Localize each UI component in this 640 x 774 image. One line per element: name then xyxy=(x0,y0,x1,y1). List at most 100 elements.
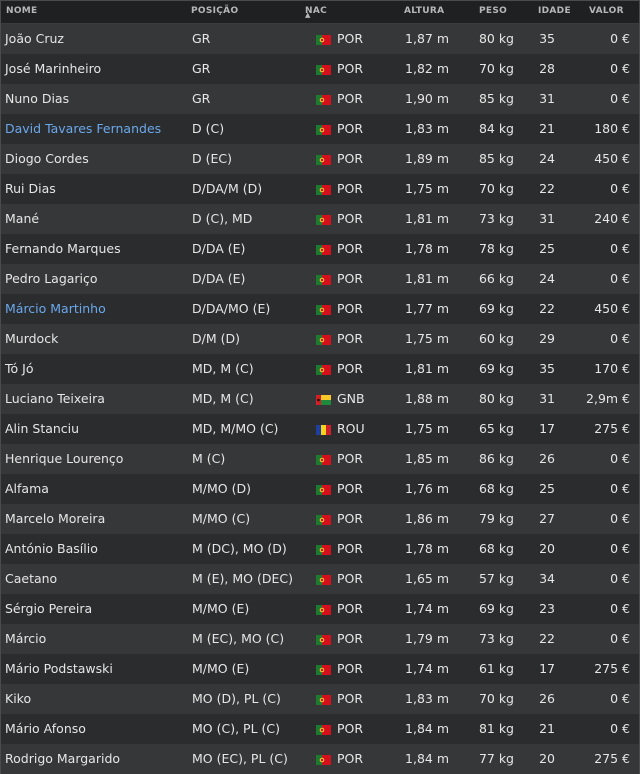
player-value: 0 € xyxy=(610,481,630,496)
table-row[interactable]: José Marinheiro GR POR 1,82 m 70 kg 28 0 € xyxy=(1,54,639,84)
player-nationality[interactable]: GNB xyxy=(337,391,365,406)
column-header-nationality[interactable]: ▲ NAC xyxy=(305,6,327,19)
portugal-flag-icon xyxy=(316,275,331,285)
player-nationality[interactable]: POR xyxy=(337,241,364,256)
player-name[interactable]: Sérgio Pereira xyxy=(5,601,93,616)
player-nationality[interactable]: POR xyxy=(337,91,364,106)
player-name[interactable]: Henrique Lourenço xyxy=(5,451,124,466)
table-header: NOME POSIÇÃO ▲ NAC ALTURA PESO IDADE VALO… xyxy=(1,1,639,24)
table-row[interactable]: Caetano M (E), MO (DEC) POR 1,65 m 57 kg 34 0 … xyxy=(1,564,639,594)
player-name[interactable]: Rodrigo Margarido xyxy=(5,751,121,766)
player-nationality[interactable]: POR xyxy=(337,271,364,286)
table-row[interactable]: Mário Podstawski M/MO (E) POR 1,74 m 61 kg 17… xyxy=(1,654,639,684)
player-weight: 69 kg xyxy=(478,601,514,616)
table-row[interactable]: Fernando Marques D/DA (E) POR 1,78 m 78 kg 25… xyxy=(1,234,639,264)
player-nationality[interactable]: POR xyxy=(337,451,364,466)
table-row[interactable]: António Basílio M (DC), MO (D) POR 1,78 m 68… xyxy=(1,534,639,564)
player-name[interactable]: João Cruz xyxy=(5,31,64,46)
column-header-value[interactable]: VALOR xyxy=(589,6,624,16)
portugal-flag-icon xyxy=(316,545,331,555)
player-value: 2,9m € xyxy=(586,391,630,406)
player-height: 1,75 m xyxy=(405,331,449,346)
player-nationality[interactable]: POR xyxy=(337,181,364,196)
table-row[interactable]: David Tavares Fernandes D (C) POR 1,83 m 84 … xyxy=(1,114,639,144)
player-nationality[interactable]: POR xyxy=(337,61,364,76)
column-header-weight[interactable]: PESO xyxy=(479,6,508,16)
table-row[interactable]: Mário Afonso MO (C), PL (C) POR 1,84 m 81 kg… xyxy=(1,714,639,744)
table-row[interactable]: Henrique Lourenço M (C) POR 1,85 m 86 kg 26 0 … xyxy=(1,444,639,474)
table-row[interactable]: Márcio M (EC), MO (C) POR 1,79 m 73 kg 22 0 € xyxy=(1,624,639,654)
portugal-flag-icon xyxy=(316,485,331,495)
player-nationality[interactable]: POR xyxy=(337,691,364,706)
table-row[interactable]: Alin Stanciu MD, M/MO (C) ROU 1,75 m 65 kg 17… xyxy=(1,414,639,444)
player-nationality[interactable]: POR xyxy=(337,601,364,616)
player-name[interactable]: José Marinheiro xyxy=(5,61,102,76)
table-row[interactable]: Marcelo Moreira M/MO (C) POR 1,86 m 79 kg 27 0… xyxy=(1,504,639,534)
column-header-name[interactable]: NOME xyxy=(6,6,38,16)
player-name[interactable]: Murdock xyxy=(5,331,59,346)
player-nationality[interactable]: POR xyxy=(337,571,364,586)
table-row[interactable]: João Cruz GR POR 1,87 m 80 kg 35 0 € xyxy=(1,24,639,54)
player-nationality[interactable]: POR xyxy=(337,631,364,646)
portugal-flag-icon xyxy=(316,755,331,765)
table-row[interactable]: Pedro Lagariço D/DA (E) POR 1,81 m 66 kg 24 0 … xyxy=(1,264,639,294)
player-nationality[interactable]: POR xyxy=(337,361,364,376)
player-nationality[interactable]: POR xyxy=(337,721,364,736)
player-name[interactable]: Nuno Dias xyxy=(5,91,70,106)
player-name[interactable]: Mário Afonso xyxy=(5,721,86,736)
player-name[interactable]: Alfama xyxy=(5,481,49,496)
table-row[interactable]: Luciano Teixeira MD, M (C) GNB 1,88 m 80 kg 3… xyxy=(1,384,639,414)
player-nationality[interactable]: POR xyxy=(337,661,364,676)
portugal-flag-icon xyxy=(316,95,331,105)
player-height: 1,74 m xyxy=(405,661,449,676)
player-nationality[interactable]: POR xyxy=(337,211,364,226)
table-row[interactable]: Nuno Dias GR POR 1,90 m 85 kg 31 0 € xyxy=(1,84,639,114)
column-header-position[interactable]: POSIÇÃO xyxy=(191,6,239,16)
player-name[interactable]: Kiko xyxy=(5,691,32,706)
player-name[interactable]: António Basílio xyxy=(5,541,98,556)
player-name[interactable]: Alin Stanciu xyxy=(5,421,80,436)
player-name[interactable]: David Tavares Fernandes xyxy=(5,121,162,136)
player-nationality[interactable]: POR xyxy=(337,331,364,346)
player-name[interactable]: Caetano xyxy=(5,571,58,586)
player-weight: 78 kg xyxy=(478,241,514,256)
player-height: 1,78 m xyxy=(405,541,449,556)
column-header-height[interactable]: ALTURA xyxy=(404,6,445,16)
table-row[interactable]: Mané D (C), MD POR 1,81 m 73 kg 31 240 € xyxy=(1,204,639,234)
player-name[interactable]: Tó Jó xyxy=(5,361,34,376)
player-name[interactable]: Pedro Lagariço xyxy=(5,271,98,286)
table-row[interactable]: Murdock D/M (D) POR 1,75 m 60 kg 29 0 € xyxy=(1,324,639,354)
player-value: 0 € xyxy=(610,91,630,106)
player-name[interactable]: Diogo Cordes xyxy=(5,151,89,166)
player-nationality[interactable]: POR xyxy=(337,121,364,136)
table-row[interactable]: Alfama M/MO (D) POR 1,76 m 68 kg 25 0 € xyxy=(1,474,639,504)
player-name[interactable]: Luciano Teixeira xyxy=(5,391,105,406)
table-row[interactable]: Sérgio Pereira M/MO (E) POR 1,74 m 69 kg 23 0 … xyxy=(1,594,639,624)
player-nationality[interactable]: ROU xyxy=(337,421,365,436)
column-header-age[interactable]: IDADE xyxy=(538,6,571,16)
table-row[interactable]: Rui Dias D/DA/M (D) POR 1,75 m 70 kg 22 0 € xyxy=(1,174,639,204)
player-name[interactable]: Fernando Marques xyxy=(5,241,121,256)
table-row[interactable]: Tó Jó MD, M (C) POR 1,81 m 69 kg 35 170 € xyxy=(1,354,639,384)
player-name[interactable]: Mané xyxy=(5,211,40,226)
player-weight: 85 kg xyxy=(478,91,514,106)
player-weight: 60 kg xyxy=(478,331,514,346)
player-name[interactable]: Mário Podstawski xyxy=(5,661,113,676)
player-nationality[interactable]: POR xyxy=(337,541,364,556)
player-value: 170 € xyxy=(594,361,630,376)
player-name[interactable]: Rui Dias xyxy=(5,181,56,196)
player-nationality[interactable]: POR xyxy=(337,481,364,496)
player-name[interactable]: Marcelo Moreira xyxy=(5,511,106,526)
table-row[interactable]: Rodrigo Margarido MO (EC), PL (C) POR 1,84 … xyxy=(1,744,639,774)
player-nationality[interactable]: POR xyxy=(337,751,364,766)
table-row[interactable]: Kiko MO (D), PL (C) POR 1,83 m 70 kg 26 0 € xyxy=(1,684,639,714)
player-value: 275 € xyxy=(594,421,630,436)
player-name[interactable]: Márcio xyxy=(5,631,47,646)
player-nationality[interactable]: POR xyxy=(337,511,364,526)
player-name[interactable]: Márcio Martinho xyxy=(5,301,106,316)
table-row[interactable]: Márcio Martinho D/DA/MO (E) POR 1,77 m 69 kg… xyxy=(1,294,639,324)
player-nationality[interactable]: POR xyxy=(337,151,364,166)
table-row[interactable]: Diogo Cordes D (EC) POR 1,89 m 85 kg 24 450 € xyxy=(1,144,639,174)
player-nationality[interactable]: POR xyxy=(337,301,364,316)
player-nationality[interactable]: POR xyxy=(337,31,364,46)
